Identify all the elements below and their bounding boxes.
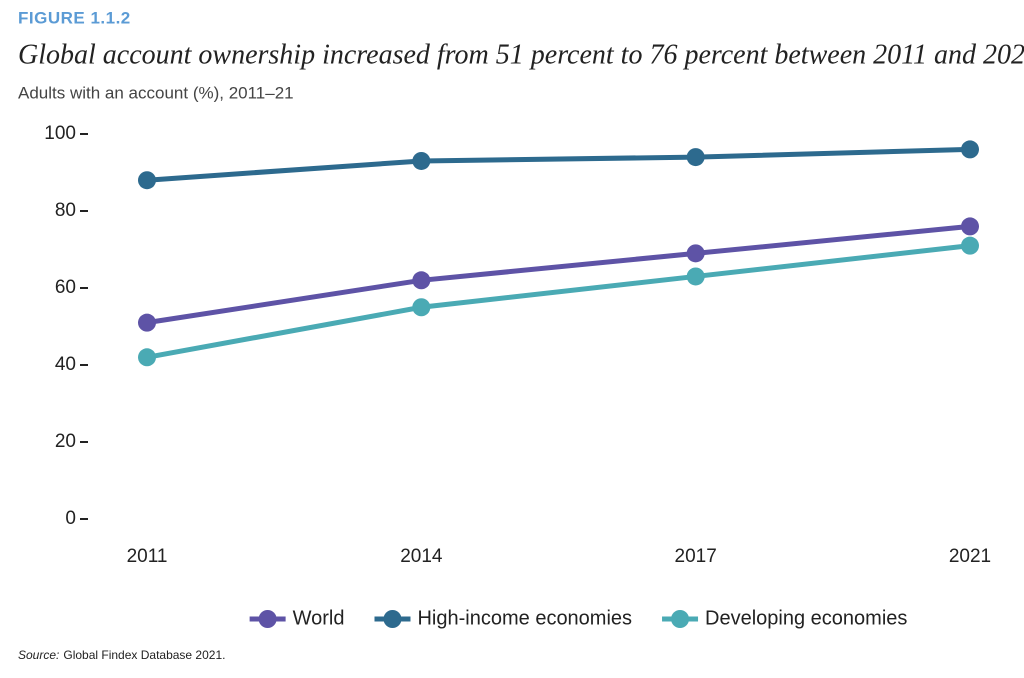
y-tick-label: 80 [55,200,76,221]
point [412,271,431,290]
legend-label: World [293,607,345,629]
source-label: Source: [18,648,59,662]
legend-label: High-income economies [417,607,632,629]
chart-title: Global account ownership increased from … [18,39,1024,70]
legend-marker [383,610,402,628]
point [686,244,705,263]
series-line [146,243,971,360]
y-tick-label: 20 [55,431,76,452]
point [686,148,705,167]
x-tick-label: 2014 [400,546,443,567]
point [961,217,979,236]
point [138,171,156,190]
point [138,348,156,367]
chart-subtitle: Adults with an account (%), 2011–21 [18,83,294,102]
x-tick-label: 2021 [949,546,991,567]
source-text: Global Findex Database 2021. [63,648,225,662]
legend-marker [258,610,277,628]
y-tick-label: 40 [55,354,76,375]
y-tick-label: 0 [65,508,76,529]
legend: World High-income economies Developing eco… [249,607,907,629]
y-tick-label: 60 [55,277,76,298]
series-line [146,146,971,183]
figure-label: FIGURE 1.1.2 [18,8,131,27]
x-tick-label: 2011 [127,546,168,567]
legend-label: Developing economies [705,607,907,629]
series-line [146,223,971,326]
point [412,298,431,317]
x-tick-label: 2017 [675,546,717,567]
point [961,236,979,255]
point [686,267,705,286]
y-tick-label: 100 [44,123,76,144]
point [961,140,979,159]
point [412,151,431,170]
source: Source: Global Findex Database 2021. [18,648,225,662]
point [138,313,156,332]
legend-marker [671,610,690,628]
